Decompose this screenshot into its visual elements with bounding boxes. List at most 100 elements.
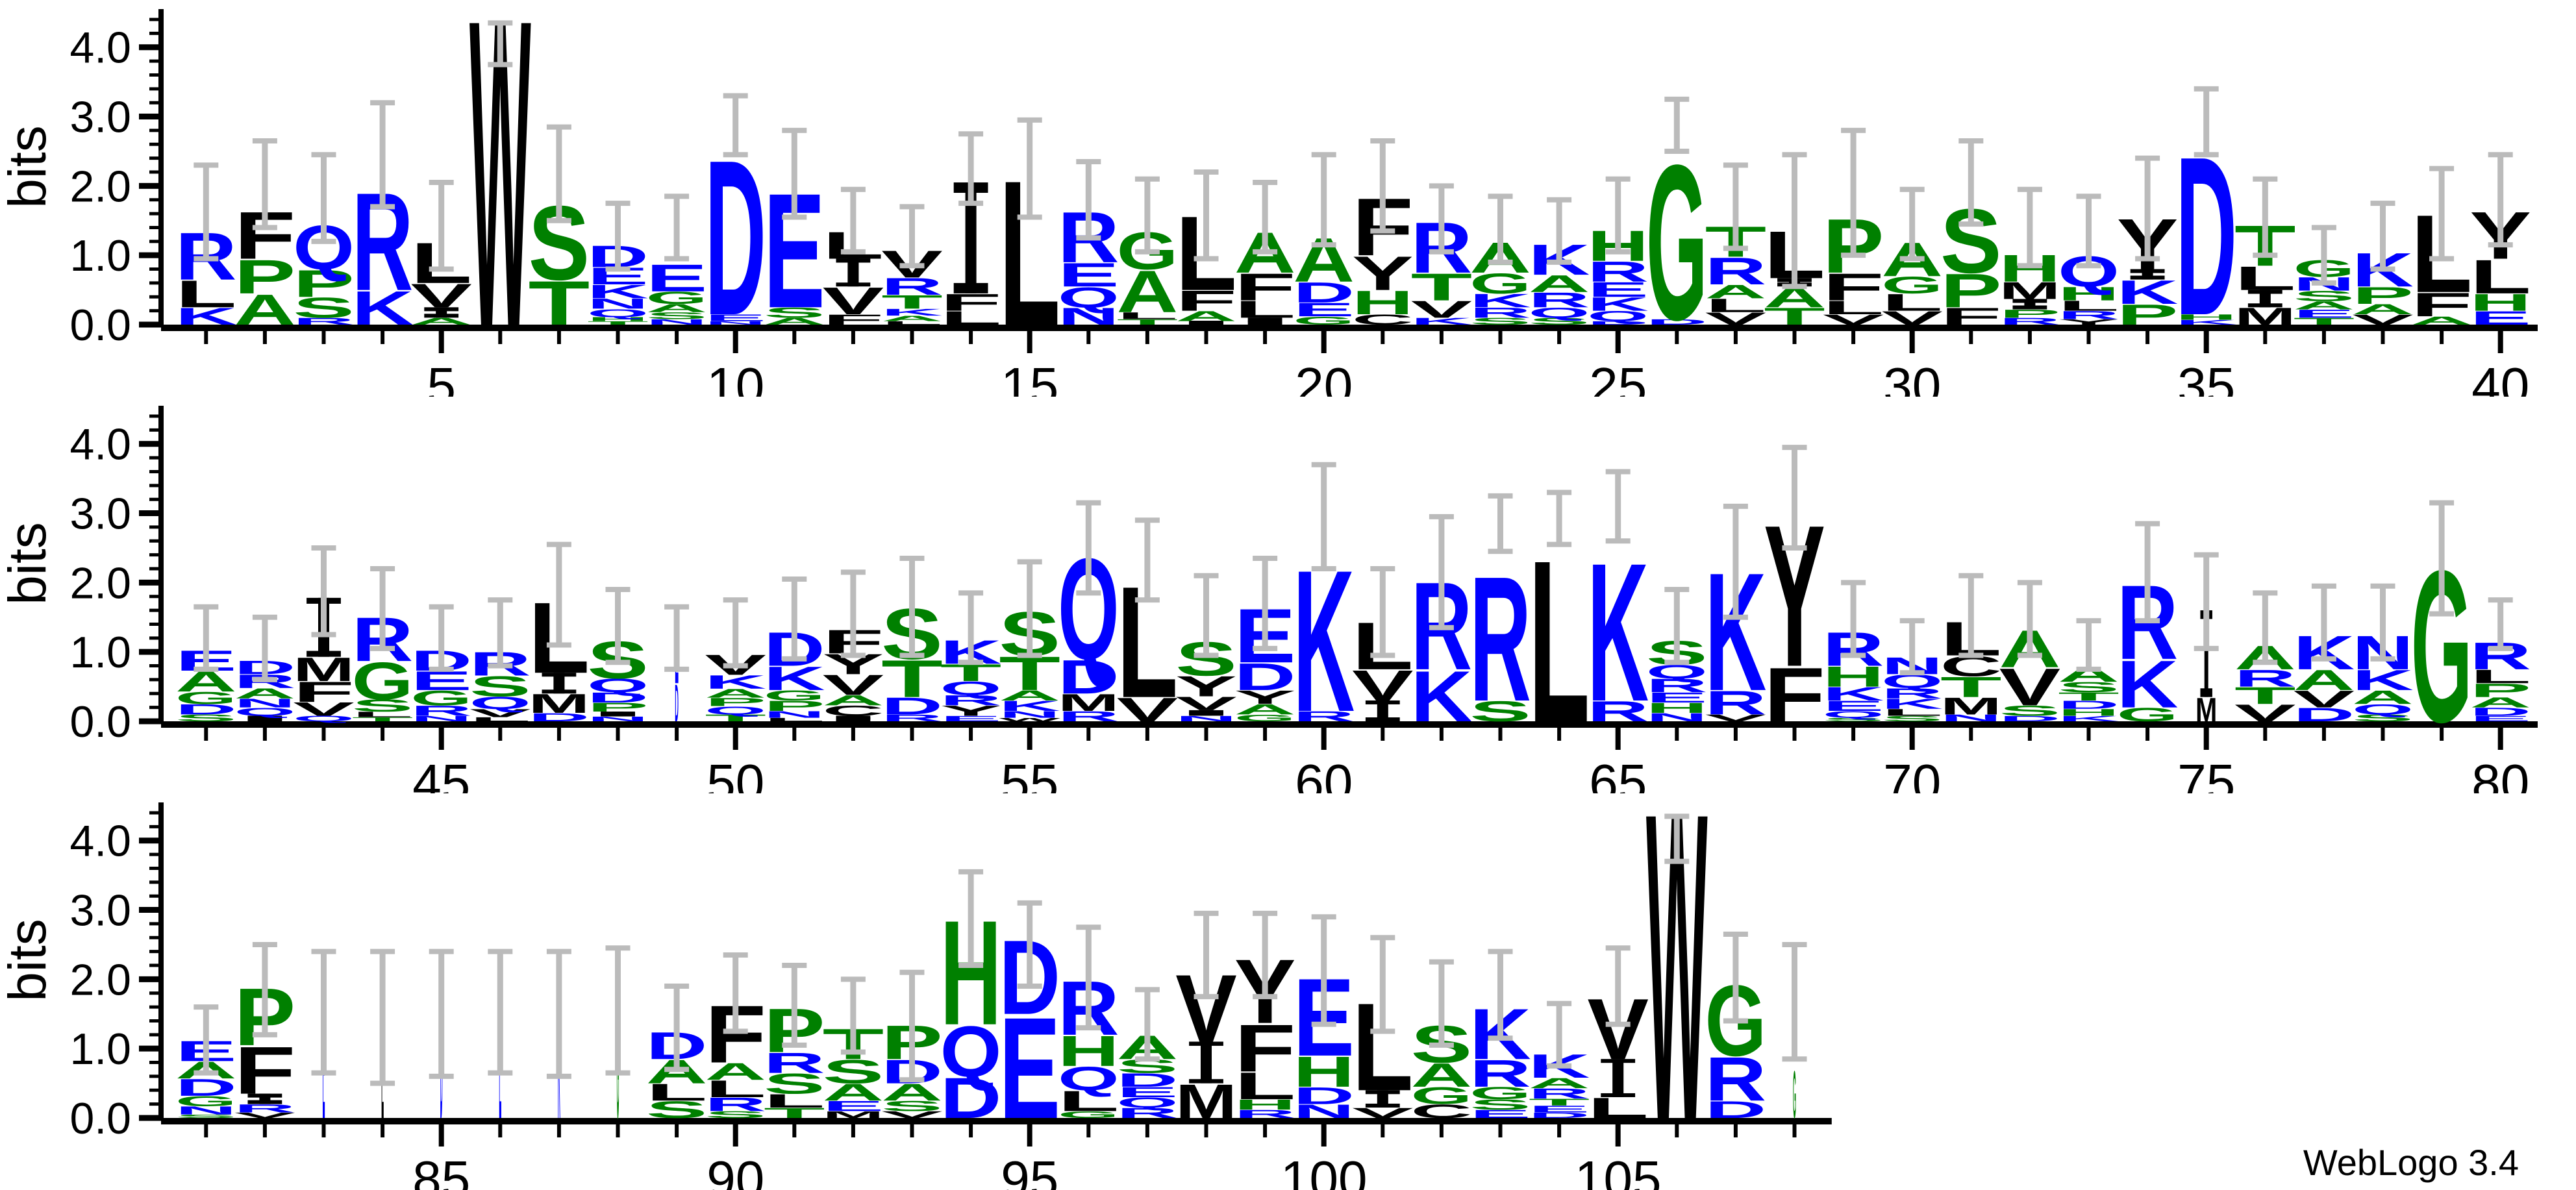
logo-letter-P: P bbox=[1999, 307, 2061, 320]
logo-letter-V: V bbox=[469, 707, 531, 720]
svg-text:70: 70 bbox=[1883, 754, 1941, 793]
logo-letter-S: S bbox=[1823, 717, 1884, 722]
svg-text:75: 75 bbox=[2177, 754, 2235, 793]
error-bar bbox=[1841, 127, 1866, 258]
letter-stacks: SNGDAEVRFPELDEKGSLADSRLAFTLSRPMEASTVSADP… bbox=[175, 793, 1796, 1190]
logo-letter-A: A bbox=[234, 286, 296, 334]
logo-letter-E: E bbox=[1823, 698, 1884, 714]
logo-letter-D: D bbox=[1999, 714, 2061, 723]
logo-letter-L: L bbox=[2058, 298, 2120, 314]
logo-letter-E: E bbox=[940, 714, 1002, 723]
logo-letter-D: D bbox=[175, 1074, 237, 1101]
logo-letter-V: V bbox=[2352, 312, 2414, 328]
logo-letter-L: L bbox=[1117, 310, 1179, 321]
logo-letter-G: G bbox=[1293, 314, 1355, 327]
logo-letter-R: R bbox=[293, 316, 355, 327]
logo-letter-N: N bbox=[234, 696, 296, 710]
error-bar bbox=[899, 969, 925, 1083]
svg-text:4.0: 4.0 bbox=[69, 420, 131, 469]
error-bar bbox=[194, 1004, 219, 1076]
logo-letter-K: K bbox=[2058, 714, 2120, 723]
logo-letter-D: D bbox=[1529, 1111, 1590, 1119]
svg-text:55: 55 bbox=[1001, 754, 1058, 793]
logo-letter-D: D bbox=[1058, 650, 1119, 704]
logo-letter-K: K bbox=[1411, 656, 1473, 736]
logo-letter-L: L bbox=[2470, 250, 2531, 304]
logo-letter-A: A bbox=[1705, 281, 1767, 303]
logo-letter-D: D bbox=[1646, 317, 1708, 326]
error-bar bbox=[782, 963, 807, 1048]
logo-letter-A: A bbox=[881, 1079, 943, 1106]
error-bar bbox=[252, 614, 277, 682]
svg-text:60: 60 bbox=[1295, 754, 1353, 793]
y-axis-title: bits bbox=[0, 522, 57, 605]
error-bar bbox=[1370, 566, 1395, 658]
error-bar bbox=[1370, 138, 1395, 234]
error-bar bbox=[664, 604, 690, 672]
error-bar bbox=[840, 976, 866, 1055]
logo-letter-V: V bbox=[1352, 662, 1414, 710]
logo-letter-A: A bbox=[1234, 701, 1296, 717]
error-bar bbox=[1253, 180, 1278, 254]
logo-letter-M: M bbox=[1175, 1075, 1237, 1129]
error-bar bbox=[2194, 552, 2219, 651]
logo-letter-L: L bbox=[1881, 289, 1943, 316]
logo-letter-R: R bbox=[1587, 695, 1649, 728]
logo-letter-K: K bbox=[999, 698, 1060, 714]
error-bar bbox=[723, 93, 748, 158]
error-bar bbox=[252, 941, 277, 1037]
logo-letter-M: M bbox=[1999, 277, 2061, 304]
logo-letter-K: K bbox=[1823, 683, 1884, 704]
error-bar bbox=[958, 131, 984, 206]
logo-letter-S: S bbox=[175, 1113, 237, 1119]
logo-letter-S: S bbox=[1999, 702, 2061, 719]
error-bar bbox=[1311, 914, 1336, 1027]
error-bar bbox=[1134, 176, 1160, 254]
logo-letter-N: N bbox=[705, 320, 766, 325]
error-bar bbox=[1429, 514, 1454, 630]
logo-letter-K: K bbox=[1411, 316, 1473, 327]
logo-letter-T: T bbox=[2058, 690, 2120, 703]
logo-letter-T: T bbox=[705, 713, 766, 724]
error-bar bbox=[1664, 587, 1690, 665]
logo-letter-Q: Q bbox=[2352, 701, 2414, 717]
logo-letter-A: A bbox=[823, 692, 884, 708]
logo-letter-Q: Q bbox=[234, 705, 296, 718]
logo-letter-Y: Y bbox=[1352, 247, 1414, 301]
error-bar bbox=[311, 545, 336, 638]
logo-letter-K: K bbox=[2175, 319, 2237, 327]
logo-letter-D: D bbox=[529, 711, 590, 724]
logo-letter-L: L bbox=[469, 716, 531, 723]
logo-letter-L: L bbox=[764, 1090, 825, 1111]
logo-letter-L: L bbox=[1529, 512, 1590, 771]
logo-letter-V: V bbox=[1823, 312, 1884, 328]
logo-letter-L: L bbox=[881, 320, 943, 325]
error-bar bbox=[1723, 503, 1748, 620]
logo-letter-S: S bbox=[2058, 679, 2120, 695]
logo-letter-C: C bbox=[1411, 1100, 1473, 1122]
error-bar bbox=[1253, 555, 1278, 651]
logo-letter-K: K bbox=[587, 281, 649, 303]
y-axis: 0.0 1.0 2.0 3.0 4.0 bbox=[69, 802, 164, 1143]
svg-text:90: 90 bbox=[707, 1150, 764, 1190]
logo-letter-L: L bbox=[1587, 1092, 1649, 1124]
logo-letter-R: R bbox=[1529, 288, 1590, 312]
logo-letter-L: L bbox=[1881, 707, 1943, 718]
logo-letter-H: H bbox=[1058, 1027, 1119, 1075]
error-bar bbox=[546, 541, 571, 648]
logo-letter-Q: Q bbox=[1529, 304, 1590, 321]
logo-letter-I bbox=[247, 715, 282, 721]
logo-letter-I bbox=[1247, 317, 1282, 325]
logo-letter-G: G bbox=[2117, 704, 2179, 725]
logo-letter-S: S bbox=[764, 1068, 825, 1100]
svg-text:3.0: 3.0 bbox=[69, 886, 131, 936]
logo-letter-S: S bbox=[352, 696, 414, 715]
error-bar bbox=[194, 604, 219, 672]
logo-letter-Y: Y bbox=[940, 702, 1002, 719]
error-bar bbox=[1017, 900, 1042, 989]
logo-letter-K: K bbox=[2117, 647, 2179, 723]
logo-letter-K: K bbox=[1469, 290, 1531, 312]
logo-letter-H: H bbox=[1352, 284, 1414, 322]
error-bar bbox=[370, 566, 395, 651]
logo-letter-E: E bbox=[1646, 689, 1708, 706]
